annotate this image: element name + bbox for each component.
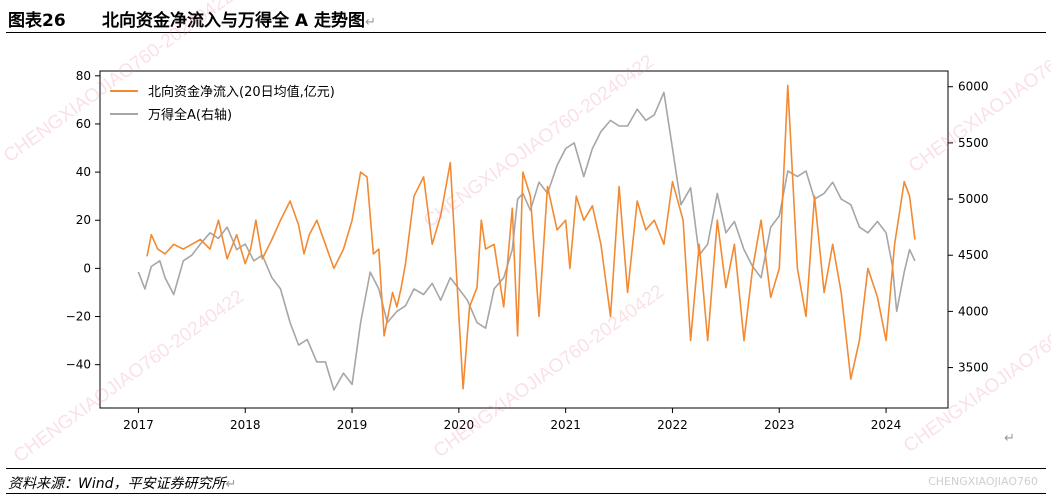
figure-footer: 资料来源：Wind，平安证券研究所↵ CHENGXIAOJIAO760 [6, 468, 1046, 494]
plot-frame [99, 70, 949, 409]
x-tick-label: 2017 [123, 418, 154, 432]
series-line-wind-a [137, 91, 916, 391]
source-text: 资料来源：Wind，平安证券研究所 [8, 476, 226, 492]
figure-header: 图表26 北向资金净流入与万得全 A 走势图↵ [6, 4, 1046, 33]
y-right-tick-label: 4500 [958, 248, 989, 262]
figure-title: 北向资金净流入与万得全 A 走势图↵ [102, 6, 376, 31]
x-tick-label: 2019 [337, 418, 368, 432]
y-left-tick-label: −20 [66, 310, 91, 324]
figure-number: 图表26 [8, 11, 66, 31]
x-tick-label: 2024 [871, 418, 902, 432]
y-right-tick-label: 6000 [958, 80, 989, 94]
y-right-tick-label: 5500 [958, 136, 989, 150]
legend: 北向资金净流入(20日均值,亿元) 万得全A(右轴) [110, 84, 335, 123]
y-right-tick-label: 4000 [958, 304, 989, 318]
series-line-northbound [146, 84, 916, 390]
legend-label-wind-a: 万得全A(右轴) [148, 107, 232, 123]
x-tick-label: 2021 [550, 418, 581, 432]
y-left-tick-label: 60 [76, 117, 91, 131]
series-layer [137, 84, 916, 391]
x-tick-label: 2023 [764, 418, 795, 432]
return-mark-icon: ↵ [365, 15, 376, 30]
legend-label-northbound: 北向资金净流入(20日均值,亿元) [148, 84, 335, 100]
y-left-tick-label: 20 [76, 213, 91, 227]
return-mark-icon: ↵ [1004, 431, 1015, 446]
source-note: 资料来源：Wind，平安证券研究所↵ [8, 473, 236, 493]
y-left-tick-label: 0 [83, 261, 91, 275]
corner-mark: CHENGXIAOJIAO760 [928, 475, 1038, 488]
axis-layer: 2017 2018 2019 2020 2021 2022 2023 2024 80 60 40 20… [66, 69, 989, 432]
figure-title-text: 北向资金净流入与万得全 A 走势图 [102, 11, 365, 31]
x-tick-label: 2020 [444, 418, 475, 432]
chart: 2017 2018 2019 2020 2021 2022 2023 2024 80 60 40 20… [66, 69, 1015, 446]
x-tick-label: 2018 [230, 418, 261, 432]
return-mark-icon: ↵ [225, 477, 237, 492]
y-left-tick-label: 80 [76, 69, 91, 83]
y-left-tick-label: 40 [76, 165, 91, 179]
x-tick-label: 2022 [657, 418, 688, 432]
y-right-tick-label: 3500 [958, 361, 989, 375]
y-left-tick-label: −40 [66, 358, 91, 372]
y-right-tick-label: 5000 [958, 192, 989, 206]
